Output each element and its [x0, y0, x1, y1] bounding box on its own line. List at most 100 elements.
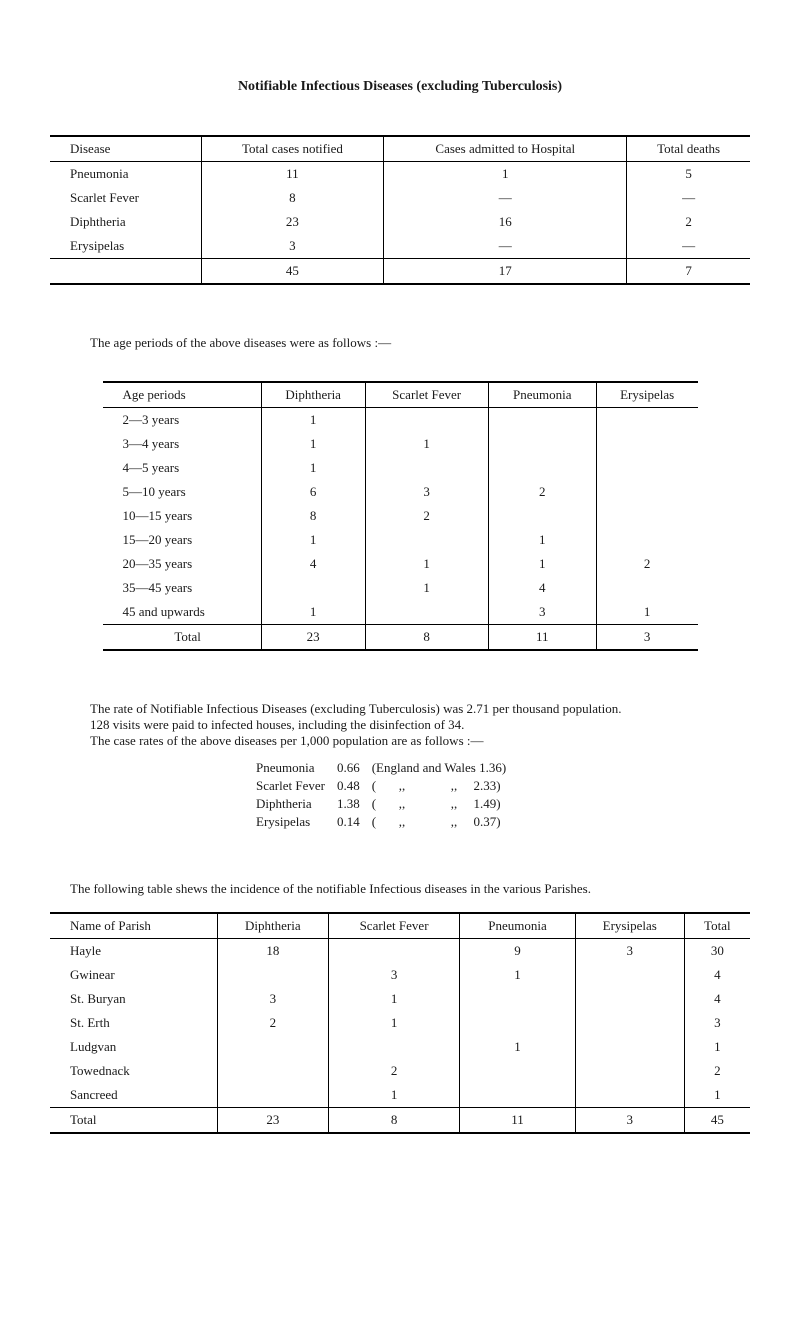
deaths-total: 7: [627, 259, 750, 285]
diphtheria-val: [261, 576, 365, 600]
diphtheria-val: [217, 963, 328, 987]
table-row: 3—4 years11: [103, 432, 698, 456]
erysipelas-val: [596, 408, 697, 433]
admitted-val: —: [384, 234, 627, 259]
diphtheria-val: 3: [217, 987, 328, 1011]
total-val: 2: [684, 1059, 750, 1083]
col-diphtheria: Diphtheria: [217, 913, 328, 939]
rate-row: Diphtheria1.38( ,, ,, 1.49): [250, 795, 512, 813]
parish-name: Towednack: [50, 1059, 217, 1083]
total-label: Total: [50, 1108, 217, 1134]
age-period: 15—20 years: [103, 528, 262, 552]
total-val: 1: [684, 1083, 750, 1108]
rate-disease: Erysipelas: [250, 813, 331, 831]
table-row: Scarlet Fever8——: [50, 186, 750, 210]
col-erysipelas: Erysipelas: [575, 913, 684, 939]
rate-value: 0.48: [331, 777, 366, 795]
total-label: Total: [103, 625, 262, 651]
diphtheria-val: 1: [261, 408, 365, 433]
erysipelas-val: [596, 456, 697, 480]
rate-row: Pneumonia0.66(England and Wales 1.36): [250, 759, 512, 777]
age-period: 35—45 years: [103, 576, 262, 600]
table-row: 5—10 years632: [103, 480, 698, 504]
deaths-val: 2: [627, 210, 750, 234]
rate-disease: Scarlet Fever: [250, 777, 331, 795]
diphtheria-val: 6: [261, 480, 365, 504]
scarlet-val: [365, 600, 488, 625]
col-notified: Total cases notified: [201, 136, 384, 162]
age-period: 20—35 years: [103, 552, 262, 576]
erysipelas-total: 3: [575, 1108, 684, 1134]
parish-name: St. Buryan: [50, 987, 217, 1011]
diphtheria-val: 1: [261, 456, 365, 480]
admitted-total: 17: [384, 259, 627, 285]
diphtheria-val: [217, 1035, 328, 1059]
pneumonia-val: [460, 1059, 575, 1083]
pneumonia-val: [460, 1011, 575, 1035]
age-period: 45 and upwards: [103, 600, 262, 625]
notified-total: 45: [201, 259, 384, 285]
scarlet-val: [365, 528, 488, 552]
col-total: Total: [684, 913, 750, 939]
scarlet-val: 2: [328, 1059, 459, 1083]
age-period: 5—10 years: [103, 480, 262, 504]
total-val: 3: [684, 1011, 750, 1035]
rate-comparison: ( ,, ,, 0.37): [366, 813, 512, 831]
erysipelas-val: [596, 504, 697, 528]
col-pneumonia: Pneumonia: [488, 382, 596, 408]
scarlet-val: 1: [365, 552, 488, 576]
table-row: Erysipelas3——: [50, 234, 750, 259]
col-parish: Name of Parish: [50, 913, 217, 939]
admitted-val: 1: [384, 162, 627, 187]
parish-intro: The following table shews the incidence …: [70, 881, 750, 897]
scarlet-val: 3: [365, 480, 488, 504]
age-period: 3—4 years: [103, 432, 262, 456]
erysipelas-val: [575, 1011, 684, 1035]
table-row: 2—3 years1: [103, 408, 698, 433]
table-row: St. Erth213: [50, 1011, 750, 1035]
table-row: 15—20 years11: [103, 528, 698, 552]
age-periods-intro: The age periods of the above diseases we…: [90, 335, 750, 351]
age-period: 4—5 years: [103, 456, 262, 480]
diphtheria-val: 1: [261, 600, 365, 625]
pneumonia-val: 1: [488, 552, 596, 576]
rate-comparison: (England and Wales 1.36): [366, 759, 512, 777]
disease-name: Erysipelas: [50, 234, 201, 259]
erysipelas-val: [575, 987, 684, 1011]
diphtheria-val: [217, 1059, 328, 1083]
rate-row: Erysipelas0.14( ,, ,, 0.37): [250, 813, 512, 831]
erysipelas-val: [596, 528, 697, 552]
scarlet-val: 1: [328, 1083, 459, 1108]
erysipelas-val: [575, 963, 684, 987]
erysipelas-val: [596, 576, 697, 600]
erysipelas-val: [575, 1059, 684, 1083]
total-val: 4: [684, 987, 750, 1011]
notified-val: 3: [201, 234, 384, 259]
rate-row: Scarlet Fever0.48( ,, ,, 2.33): [250, 777, 512, 795]
rate-value: 0.14: [331, 813, 366, 831]
pneumonia-val: 1: [488, 528, 596, 552]
scarlet-val: [328, 1035, 459, 1059]
scarlet-val: 2: [365, 504, 488, 528]
rate-comparison: ( ,, ,, 2.33): [366, 777, 512, 795]
deaths-val: —: [627, 234, 750, 259]
rate-line-2: 128 visits were paid to infected houses,…: [90, 717, 750, 733]
col-diphtheria: Diphtheria: [261, 382, 365, 408]
pneumonia-val: 4: [488, 576, 596, 600]
table-row: 4—5 years1: [103, 456, 698, 480]
pneumonia-val: 2: [488, 480, 596, 504]
deaths-val: —: [627, 186, 750, 210]
pneumonia-total: 11: [460, 1108, 575, 1134]
diphtheria-val: 8: [261, 504, 365, 528]
scarlet-val: [365, 408, 488, 433]
grand-total: 45: [684, 1108, 750, 1134]
pneumonia-val: [460, 1083, 575, 1108]
page-title: Notifiable Infectious Diseases (excludin…: [50, 79, 750, 95]
erysipelas-val: [596, 480, 697, 504]
table-row: 35—45 years14: [103, 576, 698, 600]
scarlet-total: 8: [328, 1108, 459, 1134]
admitted-val: 16: [384, 210, 627, 234]
notified-val: 23: [201, 210, 384, 234]
scarlet-val: 1: [328, 987, 459, 1011]
col-disease: Disease: [50, 136, 201, 162]
